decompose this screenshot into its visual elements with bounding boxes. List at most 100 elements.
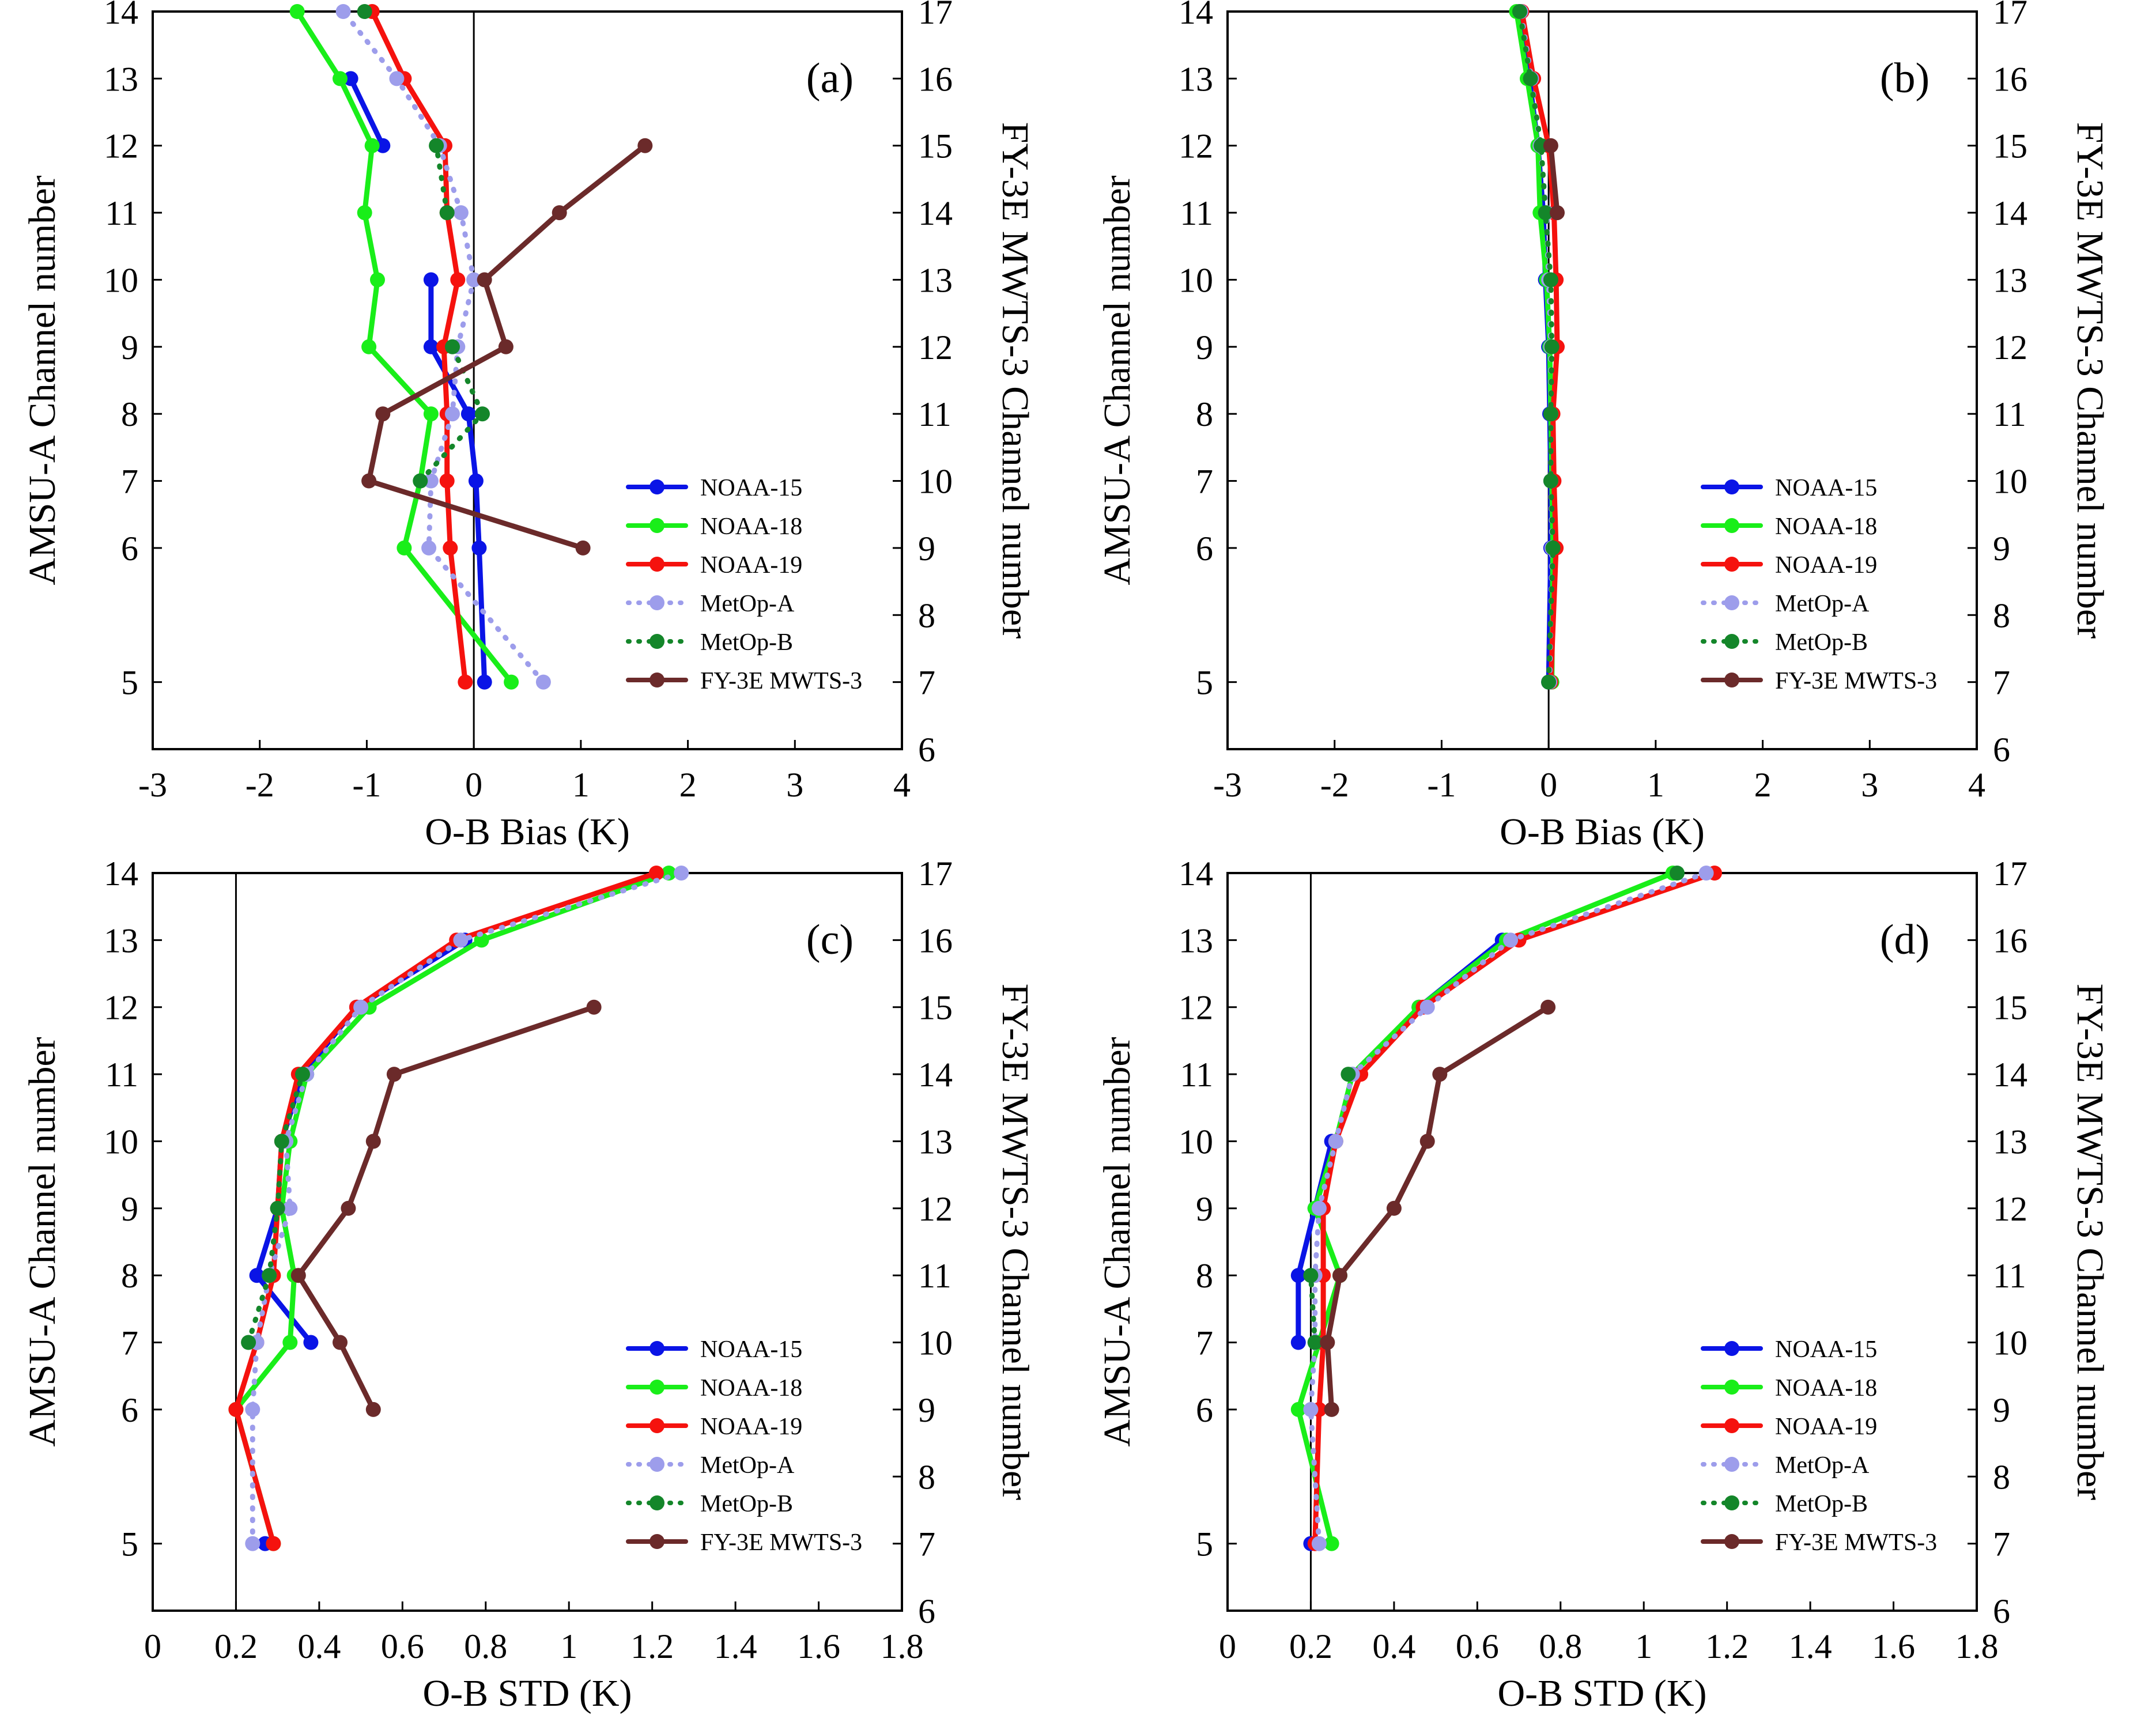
right-tick-label: 14 [918,1056,953,1094]
right-tick-label: 16 [1993,60,2027,98]
data-point-noaa-18 [282,1335,298,1350]
x-tick-label: 0.4 [297,1627,341,1665]
data-point-noaa-19 [228,1401,244,1417]
data-point-noaa-18 [1324,1536,1339,1551]
data-point-fy-3e-mwts-3 [552,205,567,221]
right-tick-label: 9 [1993,530,2010,568]
data-point-noaa-15 [1290,1268,1306,1283]
panel-c: 0 0.2 0.4 0.6 0.8 1 1.2 1.4 1.6 1.8 5 6 7 8 9 10 11 12 13 1… [21,855,1036,1714]
right-tick-label: 13 [1993,261,2027,299]
x-tick-label: 3 [1861,766,1878,804]
series-metop-a [245,866,689,1551]
series-fy-3e-mwts-3 [361,138,653,556]
data-point-metop-a [1303,1401,1319,1417]
legend-swatch-marker [650,1380,664,1395]
data-point-metop-b [1543,473,1558,489]
legend-swatch-marker [1724,673,1739,687]
x-tick-label: -2 [246,766,274,804]
right-tick-label: 6 [1993,731,2010,769]
legend-swatch-marker [1724,595,1739,610]
data-point-metop-a [335,4,351,19]
data-point-fy-3e-mwts-3 [365,1134,381,1149]
legend-item-metop-b: MetOp-B [626,629,793,656]
series-metop-a [1303,866,1714,1551]
left-tick-label: 11 [105,194,138,232]
right-axis-title: FY-3E MWTS-3 Channel number [994,984,1036,1500]
left-tick-label: 5 [1196,664,1213,702]
x-tick-label: 1.2 [630,1627,674,1665]
data-point-metop-a [1328,1134,1343,1149]
panel-label: (b) [1880,55,1930,102]
data-point-noaa-15 [375,138,391,153]
data-point-fy-3e-mwts-3 [1543,138,1558,153]
left-tick-label: 9 [121,328,138,367]
legend-item-metop-a: MetOp-A [626,1452,795,1479]
right-axis-title: FY-3E MWTS-3 Channel number [2069,122,2111,639]
data-point-fy-3e-mwts-3 [575,540,591,556]
left-tick-label: 6 [121,530,138,568]
right-tick-label: 17 [1993,855,2027,893]
right-tick-label: 14 [1993,194,2027,232]
left-tick-label: 14 [1179,855,1213,893]
data-point-noaa-19 [450,272,466,288]
legend-swatch-marker [650,1457,664,1472]
data-point-metop-a [353,999,369,1015]
x-axis-title: O-B STD (K) [1498,1672,1707,1714]
legend-label: FY-3E MWTS-3 [700,668,862,694]
legend-label: MetOp-B [1775,629,1868,656]
legend-item-noaa-19: NOAA-19 [1701,1414,1877,1440]
legend-swatch-marker [1724,479,1739,494]
data-point-metop-b [1543,272,1558,288]
legend-swatch-marker [1724,1495,1739,1510]
data-point-noaa-15 [471,540,487,556]
right-tick-label: 13 [1993,1123,2027,1161]
left-tick-label: 5 [121,664,138,702]
legend-swatch-marker [1724,1457,1739,1472]
left-tick-label: 12 [1179,989,1213,1027]
series-line-metop-b [1517,9,1556,685]
x-tick-label: 0.8 [464,1627,507,1665]
series-metop-b [1512,4,1561,690]
legend-item-noaa-18: NOAA-18 [626,513,802,540]
left-axis-title: AMSU-A Channel number [1096,1037,1138,1446]
x-tick-label: 1.2 [1705,1627,1749,1665]
data-point-metop-a [389,71,405,86]
right-tick-label: 9 [918,1391,935,1429]
left-tick-label: 5 [1196,1525,1213,1563]
legend-swatch-marker [650,557,664,572]
x-tick-label: 1 [572,766,590,804]
legend-item-noaa-18: NOAA-18 [1701,513,1877,540]
legend-label: FY-3E MWTS-3 [1775,1529,1937,1556]
data-point-metop-b [274,1134,289,1149]
data-point-metop-b [1307,1335,1323,1350]
data-point-noaa-18 [364,138,380,153]
right-tick-label: 11 [1993,1257,2026,1295]
data-point-metop-a [421,540,437,556]
data-point-noaa-15 [343,71,358,86]
x-axis-title: O-B Bias (K) [1500,811,1705,853]
series-metop-b [1303,866,1685,1350]
right-tick-label: 15 [918,127,953,165]
x-tick-label: 1.8 [881,1627,924,1665]
data-point-metop-b [475,406,490,422]
right-tick-label: 6 [918,731,935,769]
data-point-metop-a [466,272,482,288]
right-tick-label: 12 [1993,328,2027,367]
data-point-noaa-19 [439,473,455,489]
legend: NOAA-15 NOAA-18 NOAA-19 MetOp-A MetOp-B FY-3E… [1701,475,1937,694]
right-tick-label: 17 [918,855,953,893]
series-line-metop-b [1308,1272,1318,1345]
series-line-noaa-19 [233,870,659,1547]
data-point-fy-3e-mwts-3 [498,339,513,354]
right-tick-label: 15 [918,989,953,1027]
plot-frame [152,10,903,750]
right-tick-label: 17 [918,0,953,31]
panel-d: 0 0.2 0.4 0.6 0.8 1 1.2 1.4 1.6 1.8 5 6 7 8 9 10 11 12 13 1… [1096,855,2111,1714]
left-tick-label: 14 [104,855,138,893]
left-tick-label: 9 [1196,328,1213,367]
series-layer [289,4,653,690]
x-tick-label: -2 [1320,766,1349,804]
x-tick-label: 0.2 [1289,1627,1332,1665]
legend-label: NOAA-15 [700,475,802,501]
